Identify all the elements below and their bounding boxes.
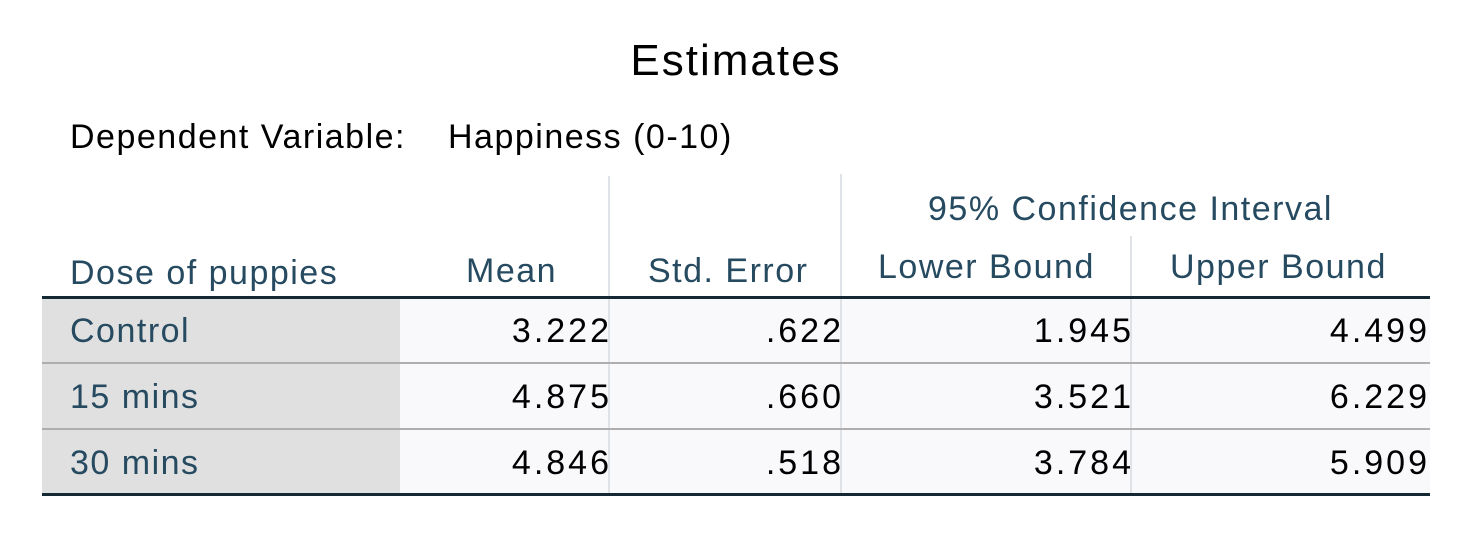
cell-std-error: .622 — [765, 312, 844, 350]
cell-upper-bound: 4.499 — [1329, 312, 1430, 350]
row-label: 30 mins — [70, 444, 200, 482]
header-rule — [42, 296, 1430, 299]
dependent-variable-line: Dependent Variable: Happiness (0-10) — [70, 118, 733, 157]
row-divider — [42, 428, 1430, 430]
column-header-std-error: Std. Error — [648, 252, 809, 290]
dependent-variable-value: Happiness (0-10) — [447, 118, 733, 156]
column-header-upper-bound: Upper Bound — [1170, 248, 1387, 286]
table-row: Control 3.222 .622 1.945 4.499 — [42, 298, 1430, 362]
cell-std-error: .518 — [765, 444, 844, 482]
table-title: Estimates — [630, 36, 842, 85]
body-divider-stderr-lower — [840, 298, 842, 494]
column-header-dose: Dose of puppies — [70, 254, 339, 292]
cell-upper-bound: 5.909 — [1329, 444, 1430, 482]
header-divider-stderr-ci — [840, 174, 842, 298]
cell-lower-bound: 3.521 — [1033, 378, 1134, 416]
dependent-variable-label: Dependent Variable: — [70, 118, 406, 156]
header-divider-lower-upper — [1130, 236, 1132, 298]
cell-mean: 3.222 — [511, 312, 612, 350]
table-row: 30 mins 4.846 .518 3.784 5.909 — [42, 430, 1430, 494]
body-divider-mean-stderr — [608, 298, 610, 494]
cell-lower-bound: 1.945 — [1033, 312, 1134, 350]
cell-upper-bound: 6.229 — [1329, 378, 1430, 416]
column-header-ci-group: 95% Confidence Interval — [928, 190, 1333, 228]
column-header-lower-bound: Lower Bound — [878, 248, 1095, 286]
cell-std-error: .660 — [765, 378, 844, 416]
row-divider — [42, 362, 1430, 364]
cell-lower-bound: 3.784 — [1033, 444, 1134, 482]
bottom-rule — [42, 493, 1430, 496]
row-label: Control — [70, 312, 191, 350]
row-label: 15 mins — [70, 378, 200, 416]
cell-mean: 4.846 — [511, 444, 612, 482]
header-divider-mean-stderr — [608, 176, 610, 298]
body-divider-lower-upper — [1130, 298, 1132, 494]
cell-mean: 4.875 — [511, 378, 612, 416]
column-header-mean: Mean — [466, 252, 558, 290]
table-row: 15 mins 4.875 .660 3.521 6.229 — [42, 364, 1430, 428]
